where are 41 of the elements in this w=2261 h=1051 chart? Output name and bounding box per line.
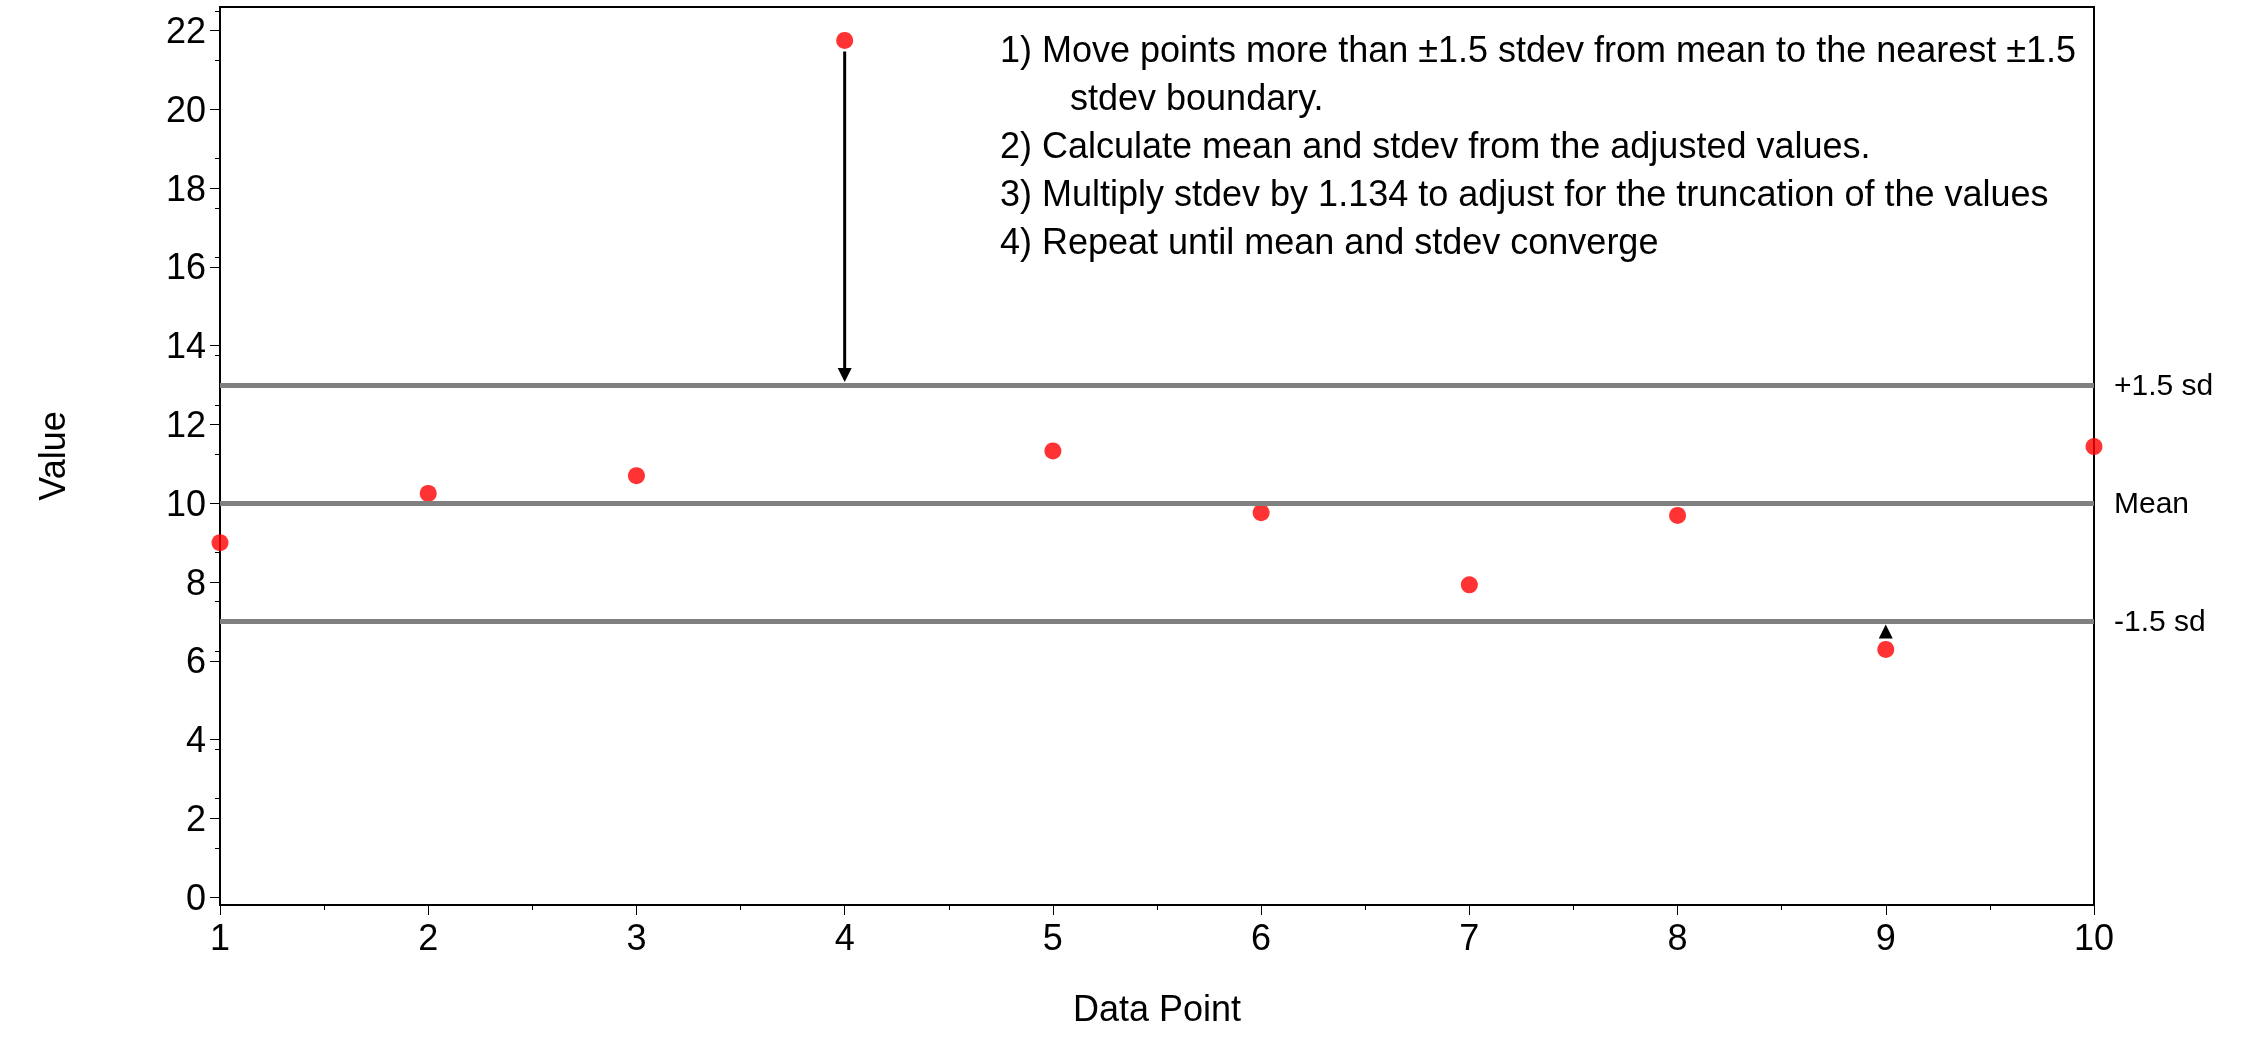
y-tick-label: 10	[165, 482, 206, 524]
x-tick-label: 6	[1251, 916, 1272, 958]
y-tick-label: 8	[185, 561, 206, 603]
annotation: 4) Repeat until mean and stdev converge	[1000, 220, 1660, 264]
x-tick-label: 9	[1875, 916, 1896, 958]
x-tick-label: 8	[1667, 916, 1688, 958]
y-tick-label: 20	[165, 88, 206, 130]
y-tick-label: 2	[185, 797, 206, 839]
x-tick-label: 7	[1459, 916, 1480, 958]
x-tick-label: 1	[209, 916, 231, 958]
x-tick-label: 10	[2073, 916, 2115, 958]
x-tick-label: 4	[834, 916, 855, 958]
y-tick-label: 4	[185, 719, 206, 761]
y-tick-label: 18	[165, 167, 206, 209]
point	[2085, 438, 2103, 456]
point	[211, 534, 229, 552]
point	[1044, 442, 1062, 460]
x-axis-title: Data Point	[1072, 987, 1242, 1029]
point	[836, 31, 854, 49]
x-tick-label: 3	[626, 916, 647, 958]
point	[1460, 576, 1478, 594]
y-tick-label: 0	[185, 876, 206, 918]
ref-line-label: Mean	[2114, 486, 2190, 521]
y-tick-label: 14	[165, 325, 206, 367]
annotation: 2) Calculate mean and stdev from the adjusted values.	[1000, 124, 1872, 168]
x-tick-label: 2	[418, 916, 439, 958]
ref-line-label: +1.5 sd	[2114, 368, 2214, 403]
x-tick-label: 5	[1042, 916, 1063, 958]
point	[1877, 640, 1895, 658]
y-tick-label: 12	[165, 403, 206, 445]
point	[1669, 506, 1687, 524]
point	[419, 484, 437, 502]
y-tick-label: 6	[185, 640, 206, 682]
annotation: 1) Move points more than ±1.5 stdev from mean to the nearest ±1.5 stdev boundary.	[1000, 28, 2078, 120]
point	[1252, 504, 1270, 522]
y-tick-label: 16	[165, 246, 206, 288]
annotation: 3) Multiply stdev by 1.134 to adjust for the truncation of the values	[1000, 172, 2050, 216]
y-axis-title: Value	[31, 411, 73, 501]
point	[627, 467, 645, 485]
y-tick-label: 22	[165, 10, 206, 52]
ref-line-label: -1.5 sd	[2114, 604, 2206, 639]
